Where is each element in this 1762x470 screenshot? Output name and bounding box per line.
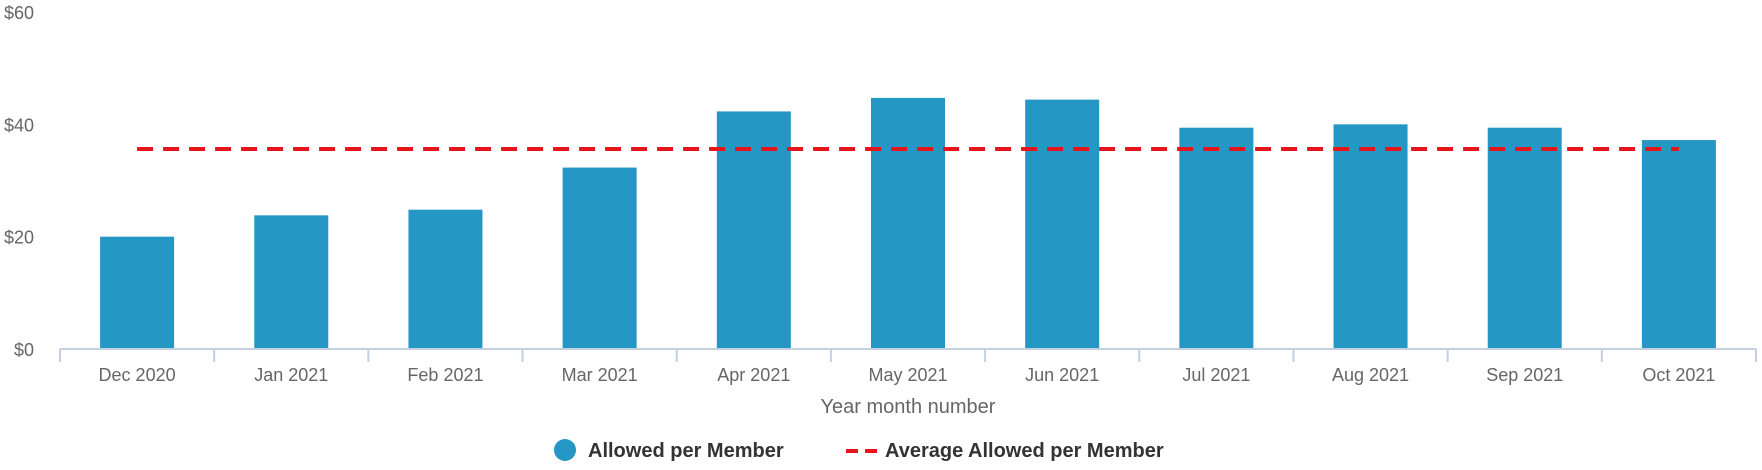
x-tick-label: Apr 2021: [717, 365, 790, 385]
bar[interactable]: [716, 111, 791, 349]
bar[interactable]: [1025, 99, 1100, 350]
y-tick-label: $40: [4, 115, 34, 135]
x-tick-label: Aug 2021: [1332, 365, 1409, 385]
bar[interactable]: [254, 215, 329, 349]
x-tick-label: Jun 2021: [1025, 365, 1099, 385]
legend-item-allowed-per-member[interactable]: Allowed per Member: [554, 439, 784, 462]
x-tick-label: Sep 2021: [1486, 365, 1563, 385]
x-axis: Dec 2020 Jan 2021 Feb 2021 Mar 2021 Apr 2021…: [59, 348, 1757, 385]
x-tick-label: Mar 2021: [562, 365, 638, 385]
legend-label: Average Allowed per Member: [885, 440, 1164, 462]
y-tick-label: $0: [14, 340, 34, 360]
y-tick-label: $60: [4, 3, 34, 23]
x-tick-label: Dec 2020: [99, 365, 176, 385]
bar[interactable]: [1179, 127, 1254, 349]
legend-marker-circle: [554, 439, 576, 461]
x-axis-label: Year month number: [821, 396, 996, 418]
y-axis-tick-labels: $0 $20 $40 $60: [4, 3, 34, 360]
bar[interactable]: [1333, 124, 1408, 349]
bar[interactable]: [562, 167, 637, 349]
bar[interactable]: [871, 97, 945, 349]
x-tick-label: Feb 2021: [407, 365, 483, 385]
x-tick-label: Jul 2021: [1182, 365, 1250, 385]
y-tick-label: $20: [4, 228, 34, 248]
bar[interactable]: [408, 209, 483, 349]
bar[interactable]: [1641, 140, 1716, 349]
legend[interactable]: Allowed per Member Average Allowed per Me…: [554, 439, 1164, 462]
x-tick-label: Oct 2021: [1642, 365, 1715, 385]
bar[interactable]: [100, 236, 175, 349]
x-tick-label: Jan 2021: [254, 365, 328, 385]
x-tick-label: May 2021: [868, 365, 947, 385]
legend-item-average-allowed-per-member[interactable]: Average Allowed per Member: [846, 440, 1164, 462]
bar-series-allowed-per-member: [100, 97, 1716, 350]
legend-label: Allowed per Member: [588, 440, 784, 462]
bar[interactable]: [1487, 127, 1562, 349]
